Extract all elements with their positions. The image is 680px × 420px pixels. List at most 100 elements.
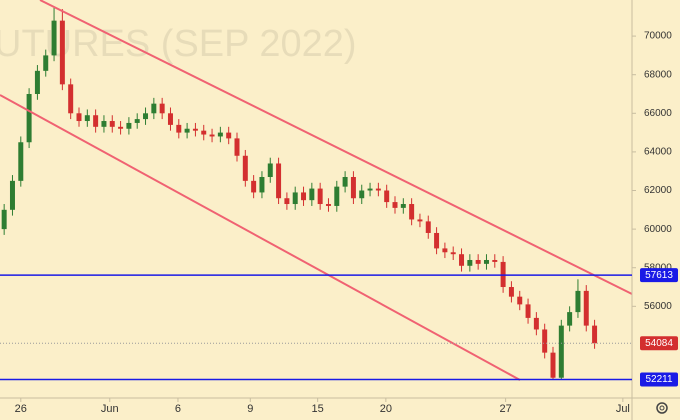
x-tick-label: Jun xyxy=(101,403,119,415)
x-tick-label: 6 xyxy=(175,403,181,415)
candle-body xyxy=(68,84,74,114)
candle-body xyxy=(184,128,190,133)
candle-body xyxy=(392,202,398,208)
candle-body xyxy=(251,180,257,193)
candle-body xyxy=(9,180,15,210)
candle-body xyxy=(176,124,182,133)
watermark: UTURES (SEP 2022) xyxy=(0,23,357,65)
candle-body xyxy=(109,121,115,127)
candle-body xyxy=(242,155,248,181)
gear-hub xyxy=(659,405,665,411)
price-label-box xyxy=(640,336,678,351)
candle-body xyxy=(375,188,381,191)
y-tick-label: 60000 xyxy=(644,224,672,235)
candle-body xyxy=(409,204,415,220)
candle-body xyxy=(342,176,348,187)
y-tick-label: 58000 xyxy=(644,262,672,273)
candle-body xyxy=(542,329,548,353)
price-label-box xyxy=(640,268,678,283)
candle-body xyxy=(558,325,564,378)
candle-body xyxy=(334,186,340,206)
y-tick-label: 68000 xyxy=(644,69,672,80)
candle-body xyxy=(276,163,282,199)
candle-body xyxy=(467,259,473,266)
candle-body xyxy=(508,287,514,297)
candle-body xyxy=(492,259,498,262)
candle-body xyxy=(167,113,173,125)
price-label: 52211 xyxy=(645,374,673,385)
x-tick-label: 15 xyxy=(312,403,324,415)
candle-body xyxy=(350,176,356,199)
y-tick-label: 62000 xyxy=(644,185,672,196)
candle-body xyxy=(284,198,290,205)
candle-body xyxy=(592,325,598,344)
candle-body xyxy=(201,130,207,135)
candle-body xyxy=(550,352,556,378)
price-label: 57613 xyxy=(645,270,673,281)
trendline xyxy=(0,94,521,381)
candle-body xyxy=(217,132,223,137)
candle-body xyxy=(400,204,406,208)
candle-body xyxy=(59,20,65,85)
candle-body xyxy=(159,103,165,114)
x-tick-label: 27 xyxy=(499,403,511,415)
candle-body xyxy=(1,209,7,230)
candle-body xyxy=(118,126,124,129)
y-tick-label: 56000 xyxy=(644,301,672,312)
candle-body xyxy=(292,192,298,205)
candle-body xyxy=(425,221,431,233)
candle-body xyxy=(459,254,465,266)
candle-body xyxy=(192,128,198,131)
candle-body xyxy=(226,132,232,139)
x-tick-label: 20 xyxy=(380,403,392,415)
plot xyxy=(0,0,633,381)
candle-body xyxy=(84,115,90,122)
x-tick-label: Jul xyxy=(616,403,630,415)
candle-body xyxy=(442,248,448,253)
candle-body xyxy=(517,296,523,305)
candle-body xyxy=(76,113,82,122)
candle-body xyxy=(533,317,539,330)
candle-body xyxy=(101,121,107,127)
candle-body xyxy=(567,312,573,326)
candle-body xyxy=(209,134,215,137)
y-tick-label: 64000 xyxy=(644,147,672,158)
candle-body xyxy=(259,176,265,193)
x-tick-label: 9 xyxy=(247,403,253,415)
candle-body xyxy=(43,55,49,71)
candle-body xyxy=(417,219,423,222)
y-tick-label: 66000 xyxy=(644,108,672,119)
candle-body xyxy=(151,103,157,114)
candle-body xyxy=(450,252,456,255)
settings-icon[interactable] xyxy=(656,402,668,414)
candle-body xyxy=(575,290,581,313)
candle-body xyxy=(126,122,132,129)
candle-body xyxy=(359,190,365,199)
trendline xyxy=(39,0,633,295)
candle-body xyxy=(267,163,273,177)
x-tick-label: 26 xyxy=(15,403,27,415)
candle-body xyxy=(309,188,315,201)
candle-body xyxy=(525,304,531,318)
candle-body xyxy=(34,70,40,94)
y-tick-label: 70000 xyxy=(644,31,672,42)
candle-body xyxy=(301,192,307,201)
candle-body xyxy=(367,188,373,191)
candle-body xyxy=(475,259,481,264)
candle-body xyxy=(143,113,149,120)
price-label-box xyxy=(640,372,678,387)
candle-body xyxy=(51,20,57,56)
candle-body xyxy=(583,290,589,326)
candle-body xyxy=(434,232,440,249)
candle-body xyxy=(134,119,140,123)
candle-body xyxy=(26,93,32,143)
candle-body xyxy=(384,190,390,203)
gear xyxy=(656,402,668,414)
candle-body xyxy=(93,115,99,127)
candle-body xyxy=(325,204,331,206)
price-label: 54084 xyxy=(645,338,673,349)
candle-body xyxy=(18,142,24,181)
candle-body xyxy=(317,188,323,205)
